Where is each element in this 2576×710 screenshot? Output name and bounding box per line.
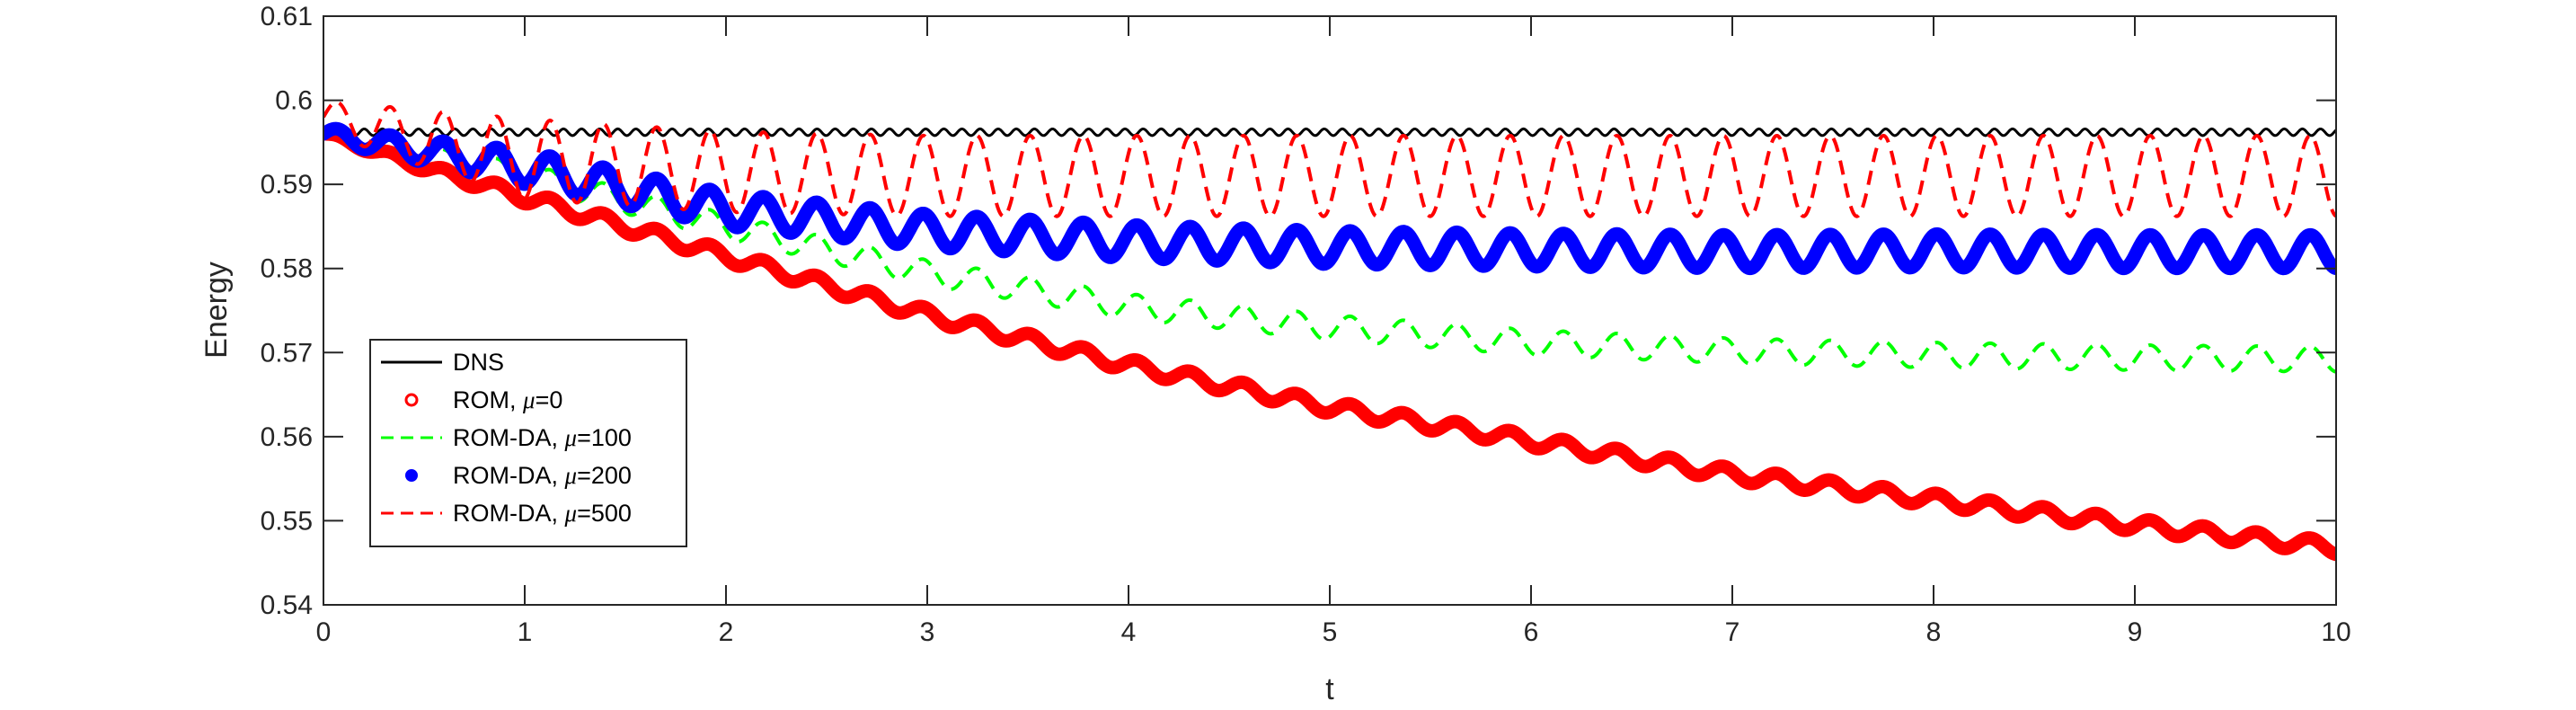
- series-line-dns: [323, 127, 2336, 138]
- legend-swatch: [405, 469, 418, 482]
- series-line-rom-da-mu-200: [323, 121, 2336, 276]
- legend-entry-mu-symbol: μ: [564, 500, 578, 527]
- legend-entry-mu-symbol: μ: [564, 424, 578, 451]
- legend-entry-prefix: ROM,: [453, 386, 523, 413]
- y-tick-label: 0.55: [261, 506, 313, 536]
- legend-entry-suffix: =200: [577, 462, 632, 489]
- y-tick-label: 0.6: [275, 86, 313, 116]
- series-group: [323, 100, 2336, 562]
- x-tick-label: 5: [1323, 617, 1338, 647]
- x-tick-label: 7: [1725, 617, 1740, 647]
- legend-box: [369, 339, 687, 547]
- legend-entry-prefix: ROM-DA,: [453, 462, 565, 489]
- x-axis-label: t: [1325, 672, 1334, 706]
- axis-ticks: 0 1 2 3 4 5 6 7 8 9 10 0.54 0.55 0.56 0.57 0.58 0.59 0.6 0…: [261, 2, 2351, 647]
- legend-entry-prefix: ROM-DA,: [453, 500, 565, 527]
- legend-entry-suffix: =100: [577, 424, 632, 451]
- series-line-rom-mu-0: [323, 127, 2336, 562]
- y-axis-label: Energy: [199, 262, 234, 359]
- x-tick-label: 0: [316, 617, 332, 647]
- y-tick-label: 0.61: [261, 2, 313, 31]
- x-tick-label: 8: [1926, 617, 1942, 647]
- series-line-rom-da-mu-500: [323, 100, 2336, 218]
- legend-entry-rom-mu-0: ROM, μ=0: [453, 386, 562, 413]
- plot-content: [323, 100, 2336, 562]
- legend-entry-rom-da-mu-200: ROM-DA, μ=200: [453, 462, 632, 489]
- x-tick-label: 4: [1121, 617, 1137, 647]
- x-tick-label: 6: [1524, 617, 1539, 647]
- legend-entry-rom-da-mu-500: ROM-DA, μ=500: [453, 500, 632, 527]
- y-tick-label: 0.54: [261, 590, 313, 620]
- legend-entry-prefix: ROM-DA,: [453, 424, 565, 451]
- legend-entry-dns: DNS: [453, 349, 504, 376]
- legend-entry-mu-symbol: μ: [564, 462, 578, 489]
- x-tick-label: 2: [719, 617, 734, 647]
- legend-entry-suffix: =0: [536, 386, 563, 413]
- y-tick-label: 0.58: [261, 254, 313, 284]
- x-tick-label: 9: [2128, 617, 2143, 647]
- y-tick-label: 0.57: [261, 338, 313, 368]
- legend-swatch: [404, 393, 419, 407]
- legend-entry-suffix: =500: [577, 500, 632, 527]
- legend-entry-rom-da-mu-100: ROM-DA, μ=100: [453, 424, 632, 451]
- y-tick-label: 0.56: [261, 422, 313, 452]
- y-tick-label: 0.59: [261, 170, 313, 200]
- x-tick-label: 3: [920, 617, 935, 647]
- x-tick-label: 1: [518, 617, 533, 647]
- legend-entry-mu-symbol: μ: [522, 386, 536, 413]
- x-tick-label: 10: [2321, 617, 2350, 647]
- series-line-rom-da-mu-100: [323, 129, 2336, 374]
